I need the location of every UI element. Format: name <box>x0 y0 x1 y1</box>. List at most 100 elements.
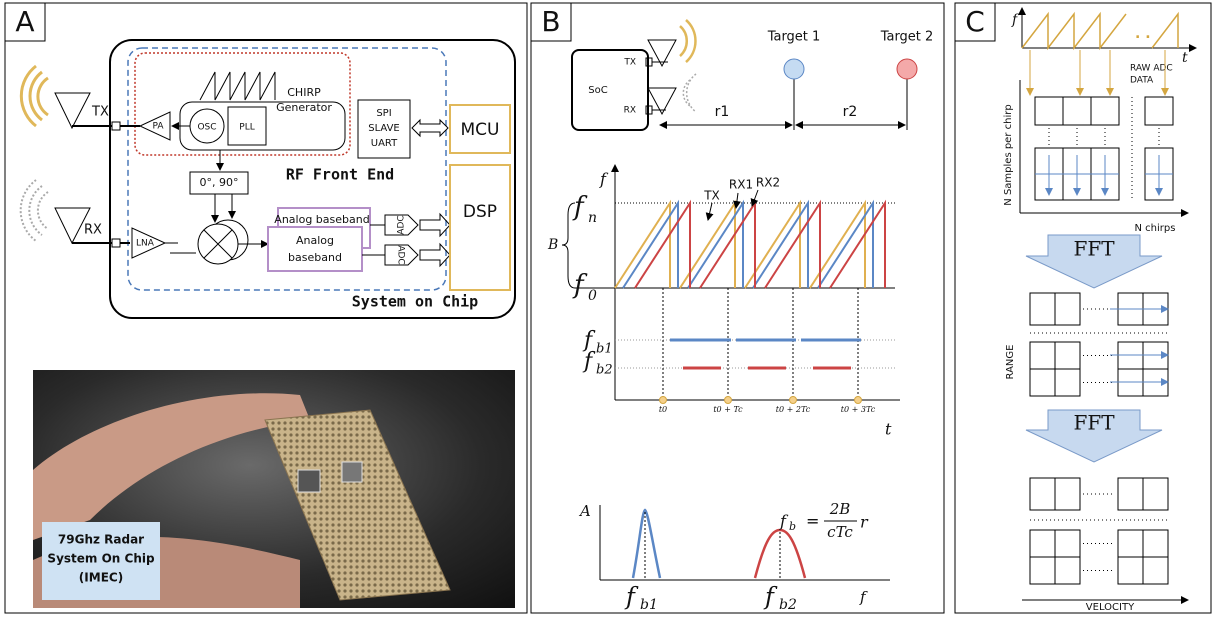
cell <box>1143 530 1168 557</box>
f0: f <box>572 270 588 300</box>
cell <box>1030 369 1055 396</box>
pa-label: PA <box>152 122 164 132</box>
tx-label: TX <box>91 105 109 120</box>
cell <box>1055 478 1080 510</box>
tx-antenna <box>55 93 90 128</box>
fb1-sub: b1 <box>596 342 613 357</box>
cell <box>1063 97 1091 125</box>
lna-label: LNA <box>136 239 155 249</box>
fb2-sub: b2 <box>596 363 613 378</box>
formula-factor: r <box>860 513 869 532</box>
peak-label-sub: b1 <box>640 597 658 613</box>
time-tick: t0 + 3Tc <box>841 405 876 414</box>
fft: FFT <box>1073 411 1115 435</box>
pll: PLL <box>239 123 254 133</box>
tx-waves <box>21 66 48 126</box>
chip <box>342 462 362 482</box>
raw-adc: DATA <box>1130 76 1154 86</box>
panel-label: B <box>541 5 560 38</box>
chirp-generator: CHIRP <box>287 86 321 99</box>
cell <box>1055 369 1080 396</box>
chirp <box>635 203 885 288</box>
phase-shift: 0°, 90° <box>200 176 239 189</box>
target: Target 1 <box>767 30 821 45</box>
figure: A OSC PLL CHIRP Generator PA TX 0°, 90° … <box>0 0 1215 617</box>
y-axis-label: A <box>578 502 591 520</box>
cell <box>1030 530 1055 557</box>
system-on-chip: System on Chip <box>352 293 478 311</box>
cell <box>1030 478 1055 510</box>
port <box>112 239 120 247</box>
cell <box>1055 342 1080 369</box>
cell <box>1143 478 1168 510</box>
dsp-box <box>450 165 510 290</box>
dsp: DSP <box>463 202 497 222</box>
range-axis-label: RANGE <box>1005 345 1016 380</box>
series-label: TX <box>703 189 720 203</box>
chirp <box>623 203 873 288</box>
target-1 <box>784 59 804 79</box>
chip <box>298 470 320 492</box>
chirp-generator: Generator <box>276 101 332 114</box>
cell <box>1030 342 1055 369</box>
f-axis-label: f <box>1011 12 1020 28</box>
fn-sub: n <box>588 210 597 226</box>
series-label: RX1 <box>729 178 753 192</box>
peak-label: f <box>763 583 778 611</box>
wire <box>165 243 196 253</box>
fft: FFT <box>1073 237 1115 261</box>
peak-1 <box>633 510 660 578</box>
chirp-plot <box>575 165 900 404</box>
arrow <box>736 193 738 208</box>
cell <box>1055 293 1080 325</box>
rx-waves <box>683 74 696 112</box>
interface: SPI <box>376 108 391 119</box>
chirp <box>615 203 865 288</box>
soc-box <box>572 50 648 130</box>
time-tick: t0 + 2Tc <box>776 405 811 414</box>
tx-antenna <box>648 40 676 66</box>
bandwidth: B <box>547 237 558 253</box>
samples-axis-label: N Samples per chirp <box>1003 104 1014 205</box>
x-axis-label: t <box>885 420 892 439</box>
cell <box>1143 557 1168 584</box>
bus-arrow <box>412 120 448 136</box>
analog-baseband: baseband <box>288 251 342 264</box>
f0-sub: 0 <box>588 288 597 304</box>
cell <box>1118 478 1143 510</box>
photo-caption: (IMEC) <box>79 571 123 585</box>
rx-label: RX <box>84 223 102 238</box>
fb2: f <box>582 349 596 374</box>
target-2 <box>897 59 917 79</box>
panel-border <box>955 3 1211 613</box>
cell <box>1118 530 1143 557</box>
sawtooth <box>1022 14 1178 48</box>
soc: SoC <box>588 85 607 96</box>
adc: ADC <box>397 215 407 234</box>
formula-denominator: cTc <box>827 523 853 541</box>
velocity-axis-label: VELOCITY <box>1086 602 1135 613</box>
formula-lhs: f <box>779 512 789 531</box>
tx-waves <box>680 20 695 62</box>
panel-label: A <box>15 5 34 38</box>
panel-a: A OSC PLL CHIRP Generator PA TX 0°, 90° … <box>5 3 527 613</box>
t-axis-label: t <box>1182 50 1188 66</box>
soc-tx: TX <box>623 58 636 68</box>
analog-baseband: Analog <box>296 234 334 247</box>
photo-caption: System On Chip <box>47 552 155 566</box>
rx-antenna <box>648 88 676 114</box>
interface: UART <box>371 138 398 149</box>
cell <box>1118 557 1143 584</box>
cell <box>1030 293 1055 325</box>
arrow <box>708 203 712 220</box>
time-dot <box>855 397 862 404</box>
adc: ADC <box>396 245 406 264</box>
time-tick: t0 <box>659 405 667 414</box>
time-tick: t0 + Tc <box>713 405 743 414</box>
peak-label: f <box>624 583 639 611</box>
sawtooth <box>200 72 275 100</box>
cell <box>1055 557 1080 584</box>
target: Target 2 <box>880 30 934 45</box>
formula-equals: = <box>806 512 819 531</box>
series-label: RX2 <box>756 176 780 190</box>
